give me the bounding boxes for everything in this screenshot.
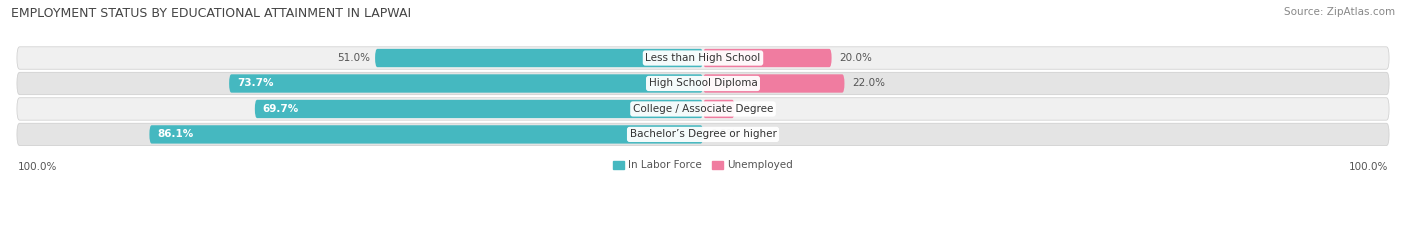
- Text: Bachelor’s Degree or higher: Bachelor’s Degree or higher: [630, 129, 776, 139]
- Text: 20.0%: 20.0%: [839, 53, 872, 63]
- FancyBboxPatch shape: [703, 100, 734, 118]
- Text: 100.0%: 100.0%: [1348, 162, 1388, 172]
- Text: 100.0%: 100.0%: [18, 162, 58, 172]
- Text: 73.7%: 73.7%: [236, 79, 273, 89]
- FancyBboxPatch shape: [229, 74, 703, 93]
- Text: 51.0%: 51.0%: [337, 53, 370, 63]
- FancyBboxPatch shape: [17, 123, 1389, 146]
- Text: 22.0%: 22.0%: [852, 79, 886, 89]
- FancyBboxPatch shape: [254, 100, 703, 118]
- Text: 0.0%: 0.0%: [710, 129, 737, 139]
- Text: High School Diploma: High School Diploma: [648, 79, 758, 89]
- FancyBboxPatch shape: [703, 74, 845, 93]
- Text: 69.7%: 69.7%: [263, 104, 299, 114]
- Text: College / Associate Degree: College / Associate Degree: [633, 104, 773, 114]
- FancyBboxPatch shape: [17, 72, 1389, 95]
- FancyBboxPatch shape: [375, 49, 703, 67]
- FancyBboxPatch shape: [17, 47, 1389, 69]
- Text: 86.1%: 86.1%: [157, 129, 194, 139]
- Text: Less than High School: Less than High School: [645, 53, 761, 63]
- FancyBboxPatch shape: [17, 98, 1389, 120]
- FancyBboxPatch shape: [149, 125, 703, 144]
- Text: EMPLOYMENT STATUS BY EDUCATIONAL ATTAINMENT IN LAPWAI: EMPLOYMENT STATUS BY EDUCATIONAL ATTAINM…: [11, 7, 412, 20]
- Text: 4.9%: 4.9%: [742, 104, 769, 114]
- Legend: In Labor Force, Unemployed: In Labor Force, Unemployed: [609, 156, 797, 175]
- FancyBboxPatch shape: [703, 49, 831, 67]
- Text: Source: ZipAtlas.com: Source: ZipAtlas.com: [1284, 7, 1395, 17]
